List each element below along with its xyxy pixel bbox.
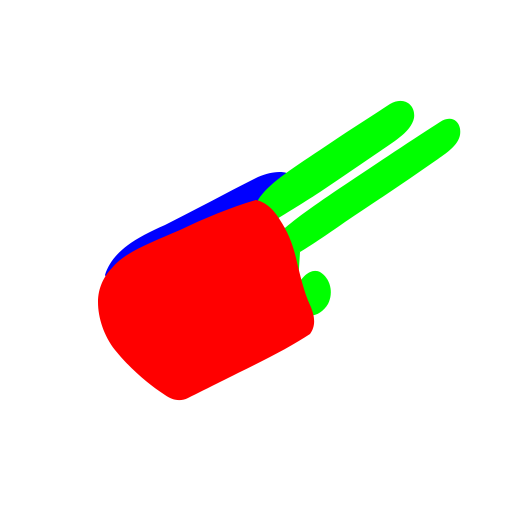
palm-region bbox=[98, 200, 315, 401]
finger-lower bbox=[285, 118, 461, 252]
finger-upper bbox=[258, 100, 415, 222]
